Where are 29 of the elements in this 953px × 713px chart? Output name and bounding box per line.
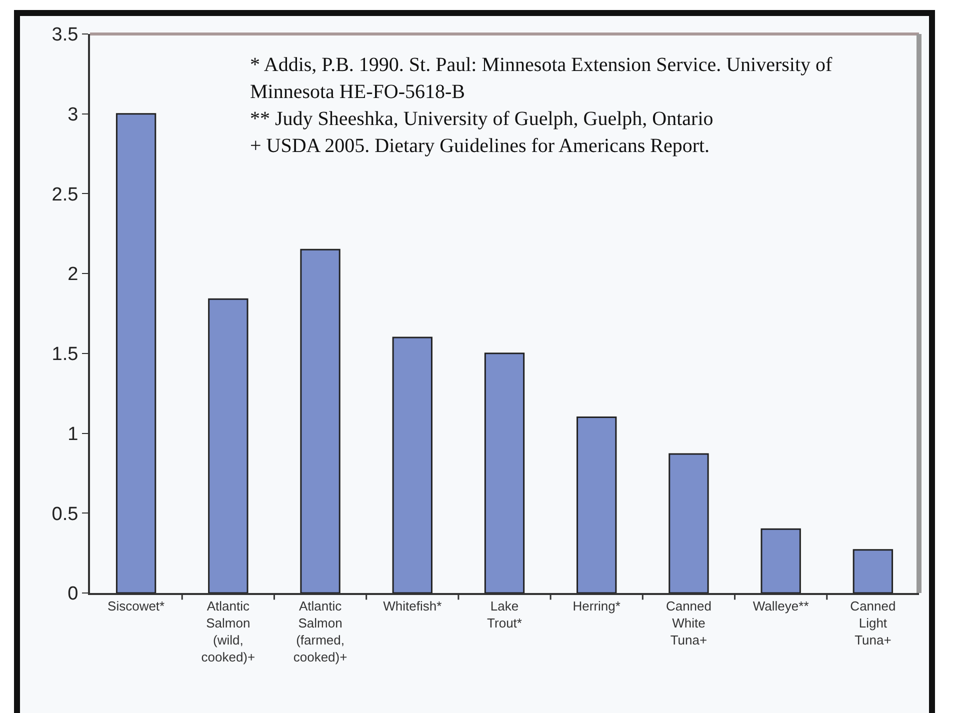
x-tick-label: Whitefish* xyxy=(383,598,442,614)
x-tick-label: Atlantic Salmon (wild, cooked)+ xyxy=(201,598,256,664)
y-tick-label: 1.5 xyxy=(52,344,78,366)
y-tick-label: 3.5 xyxy=(52,24,78,46)
bar xyxy=(668,453,709,593)
x-tick-label: Atlantic Salmon (farmed, cooked)+ xyxy=(293,598,348,664)
y-tick-label: 1 xyxy=(68,424,78,445)
annotation: + USDA 2005. Dietary Guidelines for Americans Report. xyxy=(250,134,711,159)
annotation: ** Judy Sheeshka, University of Guelph, Guelph, Ontario xyxy=(250,107,714,132)
y-tick-label: 2 xyxy=(68,264,78,286)
y-tick-label: 2.5 xyxy=(52,184,78,206)
bar xyxy=(300,248,340,593)
bar xyxy=(392,336,432,593)
bar xyxy=(484,352,525,593)
y-tick-label: 0 xyxy=(68,584,78,605)
bar xyxy=(576,416,617,593)
x-tick-label: Herring* xyxy=(572,598,620,614)
bar xyxy=(116,113,156,593)
x-tick-label: Canned White Tuna+ xyxy=(666,598,712,648)
y-tick-label: 0.5 xyxy=(52,504,78,525)
bar xyxy=(852,549,894,593)
bar xyxy=(208,298,248,593)
x-tick-label: Siscowet* xyxy=(108,598,165,614)
x-tick-label: Walleye** xyxy=(752,598,809,614)
x-tick-label: Lake Trout* xyxy=(487,598,522,630)
annotation: * Addis, P.B. 1990. St. Paul: Minnesota Extension Service. University of Minnesota HE-FO-5618-B xyxy=(250,53,834,105)
x-tick-label: Canned Light Tuna+ xyxy=(850,598,896,648)
y-tick-label: 3 xyxy=(68,104,78,126)
bar xyxy=(760,528,801,593)
